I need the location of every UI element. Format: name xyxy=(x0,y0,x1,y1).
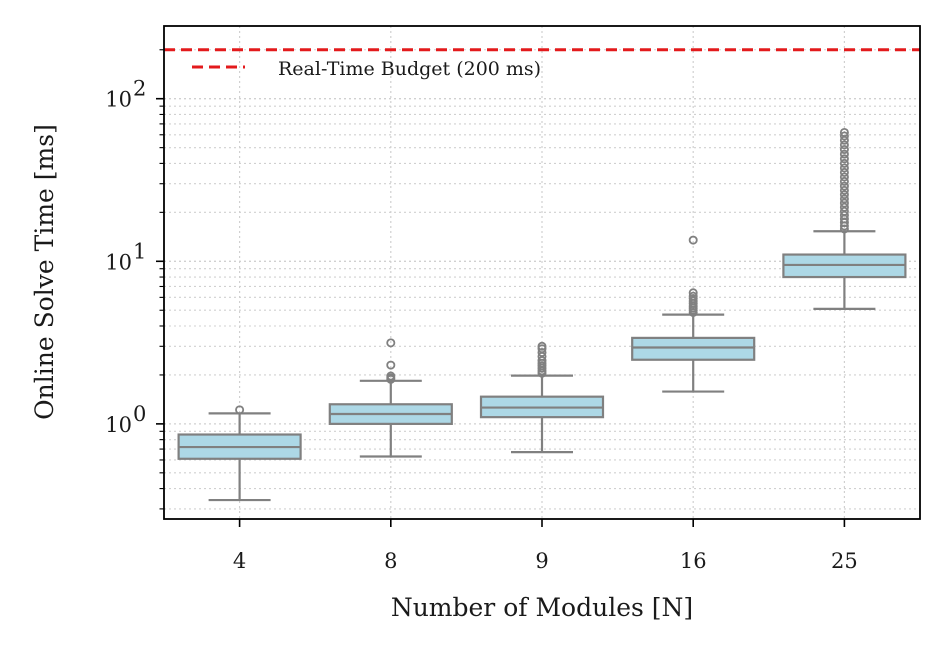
y-tick-label-exponent: 2 xyxy=(133,77,146,101)
box-9 xyxy=(479,341,605,454)
y-tick-label-exponent: 0 xyxy=(133,402,146,426)
x-axis: 4 8 9 16 25 xyxy=(233,519,858,573)
box-25 xyxy=(782,127,907,310)
legend-label: Real-Time Budget (200 ms) xyxy=(278,58,541,80)
x-tick-label: 4 xyxy=(233,549,246,573)
outlier-point xyxy=(688,291,698,301)
x-tick-label: 25 xyxy=(831,549,858,573)
outlier-point xyxy=(839,176,849,186)
outlier-point xyxy=(386,371,396,381)
outlier-point xyxy=(386,360,396,370)
outlier-point xyxy=(839,158,849,168)
outlier-point xyxy=(839,140,849,150)
box-4 xyxy=(177,405,302,502)
outlier-point xyxy=(839,172,849,182)
outlier-point xyxy=(839,206,849,216)
outlier-point xyxy=(537,347,547,357)
outlier-point xyxy=(688,288,698,298)
outlier-point xyxy=(839,190,849,200)
x-tick-label: 9 xyxy=(535,549,548,573)
outlier-point xyxy=(839,154,849,164)
outlier-point xyxy=(839,181,849,191)
outlier-point xyxy=(839,185,849,195)
outlier-point xyxy=(688,235,698,245)
outlier-point xyxy=(235,405,245,415)
box-iqr xyxy=(631,336,756,361)
boxes xyxy=(177,127,907,502)
y-tick-label: 10 xyxy=(105,88,132,112)
outlier-point xyxy=(839,194,849,204)
y-axis-label: Online Solve Time [ms] xyxy=(30,124,59,420)
outlier-point xyxy=(386,338,396,348)
outlier-point xyxy=(537,341,547,351)
x-tick-label: 8 xyxy=(384,549,397,573)
legend: Real-Time Budget (200 ms) xyxy=(192,58,541,80)
x-tick-label: 16 xyxy=(680,549,707,573)
outlier-point xyxy=(839,131,849,141)
outlier-point xyxy=(839,149,849,159)
x-axis-label: Number of Modules [N] xyxy=(391,593,693,622)
outlier-point xyxy=(839,198,849,208)
box-16 xyxy=(631,235,756,393)
y-tick-label-exponent: 1 xyxy=(133,239,146,263)
y-tick-label: 10 xyxy=(105,250,132,274)
outlier-point xyxy=(839,202,849,212)
box-8 xyxy=(328,338,453,458)
outlier-point xyxy=(839,127,849,137)
outlier-point xyxy=(839,163,849,173)
y-tick-label: 10 xyxy=(105,413,132,437)
outlier-point xyxy=(839,167,849,177)
outlier-point xyxy=(839,145,849,155)
outlier-point xyxy=(537,356,547,366)
